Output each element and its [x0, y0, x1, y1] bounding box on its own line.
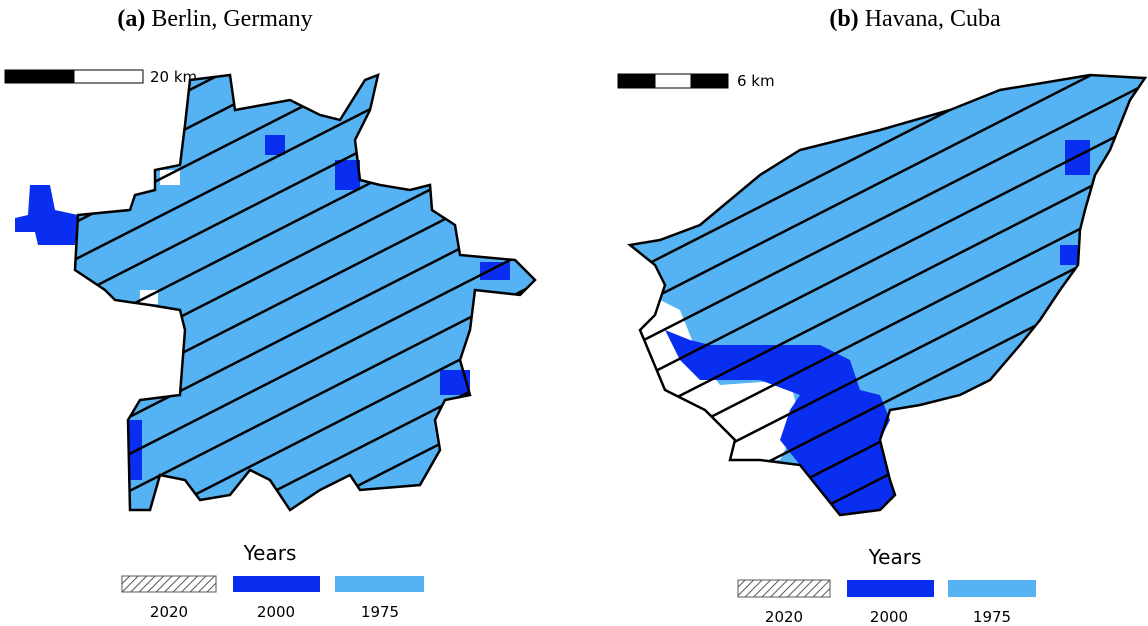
panel-title: (a) Berlin, Germany — [117, 6, 312, 32]
legend-title: Years — [868, 545, 922, 569]
legend-label: 2020 — [765, 608, 803, 626]
scale-bar: 20 km — [4, 68, 197, 86]
scale-bar: 6 km — [617, 72, 775, 90]
panel-name: Havana, Cuba — [865, 6, 1001, 32]
panel-name: Berlin, Germany — [151, 6, 312, 32]
legend-label: 1975 — [973, 608, 1011, 626]
panel-label: (b) — [829, 6, 858, 32]
scale-label: 6 km — [737, 72, 775, 90]
scale-label: 20 km — [150, 68, 197, 86]
panel-label: (a) — [117, 6, 145, 32]
legend: Years 2020 2000 1975 — [737, 545, 1036, 626]
panel-title: (b) Havana, Cuba — [829, 6, 1001, 32]
city-map — [15, 72, 537, 512]
legend-title: Years — [243, 541, 297, 565]
city-map — [627, 73, 1148, 517]
legend: Years 2020 2000 1975 — [121, 541, 424, 621]
legend-label: 2000 — [870, 608, 908, 626]
legend-label: 1975 — [361, 603, 399, 621]
legend-label: 2020 — [150, 603, 188, 621]
legend-label: 2000 — [257, 603, 295, 621]
